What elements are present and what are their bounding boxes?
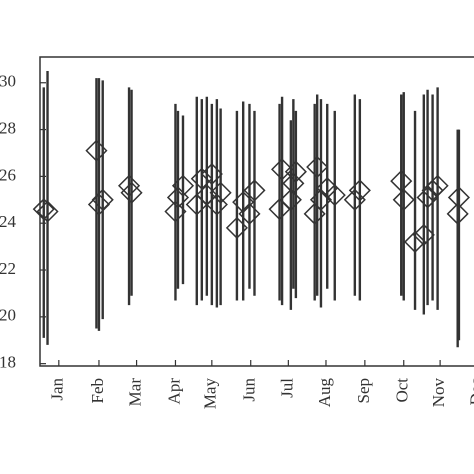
- x-tick-label: Sep: [354, 378, 373, 404]
- y-tick-label: 22: [0, 259, 16, 278]
- y-tick-label: 20: [0, 306, 16, 325]
- diamond-marker: [284, 160, 307, 183]
- x-tick-label: Aug: [315, 378, 334, 408]
- diamond-marker: [238, 202, 261, 225]
- x-tick-label: Jul: [277, 378, 296, 398]
- diamond-marker: [279, 188, 302, 211]
- diamond-marker: [200, 162, 223, 186]
- diamond-marker: [309, 188, 333, 211]
- x-tick-label: Feb: [88, 378, 107, 404]
- diamond-marker: [117, 174, 141, 197]
- diamond-marker: [32, 198, 55, 221]
- diamond-marker: [303, 202, 326, 225]
- x-tick-label: Apr: [164, 378, 183, 405]
- diamond-marker: [232, 191, 255, 214]
- y-tick-label: 18: [0, 353, 16, 372]
- diamond-marker: [282, 172, 305, 195]
- x-tick-label: Mar: [125, 378, 144, 407]
- diamond-marker: [412, 223, 435, 246]
- x-tick-label: May: [201, 378, 220, 410]
- diamond-marker: [87, 193, 111, 216]
- diamond-marker: [171, 174, 195, 197]
- diamond-marker: [36, 200, 59, 223]
- diamond-marker: [209, 181, 232, 204]
- x-tick-label: Jun: [240, 378, 259, 402]
- diamond-marker: [390, 170, 413, 193]
- y-tick-label: 28: [0, 118, 16, 137]
- diamond-marker: [392, 188, 415, 211]
- diamond-marker: [447, 186, 470, 209]
- y-tick-label: 24: [0, 212, 17, 231]
- diamond-marker: [190, 167, 213, 190]
- diamond-marker: [416, 186, 439, 209]
- diamond-marker: [421, 179, 444, 202]
- x-tick-label: Oct: [393, 378, 412, 403]
- x-tick-label: Dec: [467, 378, 474, 406]
- diamond-marker: [323, 184, 346, 207]
- diamond-marker: [243, 179, 266, 202]
- diamond-marker: [403, 230, 427, 253]
- plot-frame: [39, 56, 474, 367]
- y-tick-label: 30: [0, 72, 16, 91]
- diamond-marker: [446, 202, 469, 225]
- diamond-marker: [306, 155, 329, 179]
- diamond-marker: [120, 181, 143, 204]
- diamond-marker: [271, 158, 294, 181]
- diamond-marker: [348, 179, 371, 202]
- diamond-marker: [205, 193, 228, 216]
- x-tick-label: Nov: [429, 378, 448, 408]
- diamond-marker: [426, 174, 449, 197]
- diamond-marker: [91, 188, 114, 211]
- diamond-marker: [225, 216, 248, 239]
- diamond-marker: [164, 200, 187, 223]
- diamond-marker: [85, 139, 108, 162]
- diamond-marker: [343, 188, 366, 211]
- x-tick-label: Jan: [48, 378, 67, 401]
- y-tick-label: 26: [0, 165, 16, 184]
